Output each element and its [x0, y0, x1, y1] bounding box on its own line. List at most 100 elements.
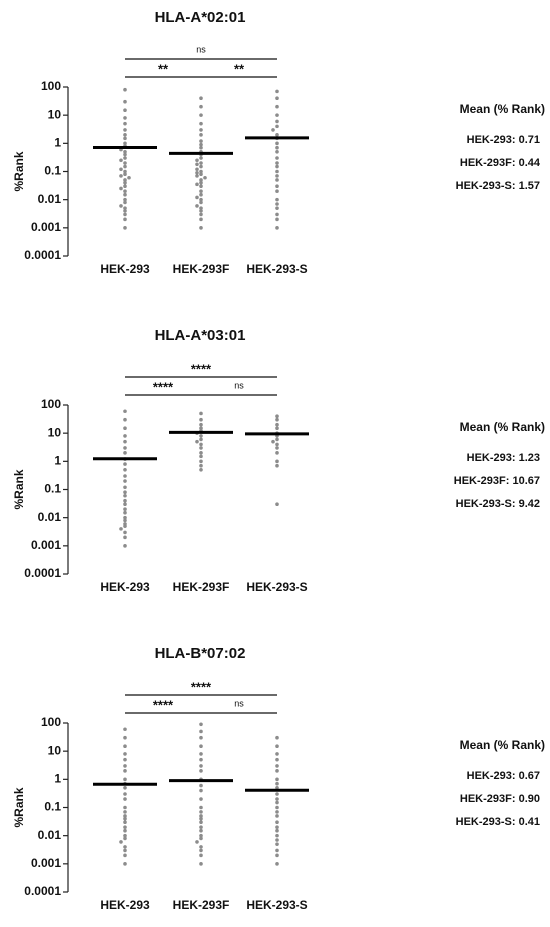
y-tick-label: 0.1 — [44, 164, 61, 178]
data-point — [123, 133, 127, 137]
data-point — [123, 99, 127, 104]
data-point — [123, 810, 127, 814]
data-point — [275, 133, 279, 137]
data-point — [123, 833, 127, 838]
data-point — [199, 189, 203, 193]
data-point — [123, 178, 127, 182]
data-point — [123, 820, 127, 825]
data-point — [199, 853, 203, 858]
comparison-label: ** — [158, 61, 169, 76]
data-point — [123, 156, 127, 160]
data-point — [119, 158, 123, 163]
data-point — [275, 212, 279, 217]
data-point — [199, 814, 203, 818]
data-point — [275, 502, 279, 507]
data-point — [199, 172, 203, 177]
data-point — [199, 463, 203, 468]
data-point — [199, 451, 203, 455]
data-point — [123, 87, 127, 92]
x-tick-label: HEK-293-S — [246, 262, 307, 276]
data-point — [275, 202, 279, 206]
data-point — [123, 862, 127, 866]
data-point — [195, 182, 199, 187]
data-point — [275, 437, 279, 442]
data-point — [195, 158, 199, 163]
data-point — [199, 113, 203, 117]
data-point — [123, 434, 127, 438]
x-tick-label: HEK-293F — [173, 262, 230, 276]
data-point — [195, 439, 199, 444]
data-point — [275, 735, 279, 740]
data-point — [199, 845, 203, 849]
data-point — [199, 729, 203, 734]
data-point — [199, 169, 203, 174]
data-point — [123, 426, 127, 431]
data-point — [275, 426, 279, 431]
data-point — [123, 152, 127, 157]
data-point — [123, 752, 127, 756]
comparison-label: ns — [234, 380, 244, 390]
legend-entry: HEK-293-S: 1.57 — [456, 180, 540, 192]
data-point — [275, 757, 279, 762]
y-axis-label: %Rank — [12, 151, 26, 191]
y-tick-label: 0.1 — [44, 800, 61, 814]
comparison-label: ns — [234, 698, 244, 708]
legend-title: Mean (% Rank) — [460, 420, 545, 434]
data-point — [271, 128, 275, 132]
data-point — [203, 175, 207, 180]
y-tick-label: 0.0001 — [24, 566, 61, 580]
data-point — [123, 417, 127, 422]
y-tick-label: 0.001 — [31, 538, 61, 552]
data-point — [275, 853, 279, 858]
y-tick-label: 0.01 — [38, 192, 62, 206]
data-point — [123, 184, 127, 189]
y-tick-label: 10 — [48, 743, 62, 757]
legend-entry: HEK-293-S: 0.41 — [456, 816, 540, 828]
data-point — [275, 833, 279, 838]
y-tick-label: 0.001 — [31, 856, 61, 870]
data-point — [275, 446, 279, 450]
data-point — [275, 161, 279, 165]
y-tick-label: 10 — [48, 107, 62, 121]
data-point — [275, 226, 279, 230]
data-point — [275, 422, 279, 427]
data-point — [275, 777, 279, 782]
data-point — [123, 744, 127, 749]
data-point — [199, 139, 203, 143]
data-point — [123, 853, 127, 858]
data-point — [275, 417, 279, 422]
data-point — [199, 788, 203, 793]
data-point — [127, 175, 131, 180]
data-point — [275, 96, 279, 101]
x-tick-label: HEK-293 — [100, 898, 150, 912]
data-point — [199, 197, 203, 202]
data-point — [275, 842, 279, 846]
data-point — [123, 136, 127, 141]
data-point — [275, 217, 279, 222]
data-point — [123, 474, 127, 478]
data-point — [195, 162, 199, 167]
data-point — [275, 786, 279, 790]
data-point — [275, 828, 279, 833]
data-point — [199, 209, 203, 213]
y-tick-label: 1 — [54, 454, 61, 468]
data-point — [275, 848, 279, 853]
y-tick-label: 1 — [54, 772, 61, 786]
data-point — [119, 527, 123, 531]
data-point — [123, 828, 127, 833]
chart-title: HLA-B*07:02 — [155, 645, 246, 662]
data-point — [199, 454, 203, 459]
data-point — [275, 178, 279, 182]
data-point — [199, 459, 203, 464]
data-point — [123, 169, 127, 174]
data-point — [275, 442, 279, 447]
data-point — [199, 836, 203, 841]
data-point — [275, 189, 279, 193]
data-point — [195, 167, 199, 172]
data-point — [275, 174, 279, 178]
data-point — [275, 805, 279, 810]
y-tick-label: 0.0001 — [24, 248, 61, 262]
comparison-label: ns — [196, 44, 206, 54]
